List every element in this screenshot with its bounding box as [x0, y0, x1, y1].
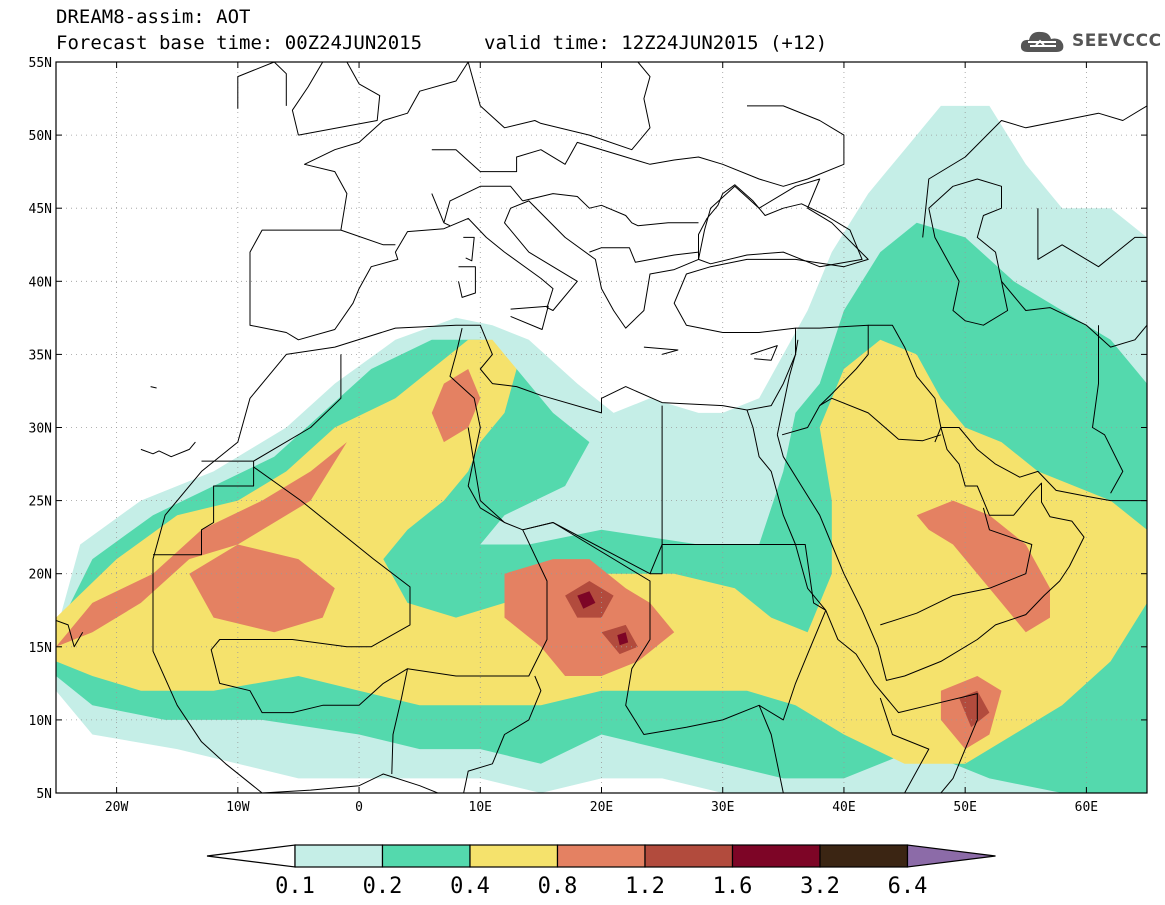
- boundary-europe-borders-3: [431, 105, 845, 187]
- colorbar-bin: [381, 844, 471, 868]
- lon-tick-label: 60E: [1075, 800, 1098, 815]
- boundary-canary: [140, 441, 196, 458]
- coastlines-borders: [56, 62, 1147, 793]
- boundary-cyprus: [750, 345, 778, 361]
- boundary-crete: [643, 346, 679, 355]
- boundary-cape-verde: [56, 620, 84, 648]
- lat-tick-label: 20N: [29, 568, 52, 583]
- boundary-arabia-coast: [776, 427, 1147, 681]
- colorbar-bin: [819, 844, 909, 868]
- boundary-saudi-south: [880, 507, 1033, 626]
- region-aot-1.2-c: [959, 690, 990, 728]
- boundary-gulf-of-guinea: [262, 773, 440, 793]
- boundary-balkan-borders: [522, 193, 699, 227]
- boundary-britain: [298, 62, 381, 136]
- boundary-sahara-borders: [253, 354, 342, 462]
- colorbar-label: 3.2: [800, 874, 840, 899]
- logo-text: SEEVCCC: [1072, 31, 1162, 51]
- colorbar-label: 0.1: [275, 874, 315, 899]
- map-area[interactable]: [56, 62, 1147, 808]
- valid-time: valid time: 12Z24JUN2015 (+12): [484, 32, 828, 54]
- colorbar-bin: [294, 844, 384, 868]
- lat-tick-label: 40N: [29, 275, 52, 290]
- lon-axis: 20W 10W 0 10E 20E 30E 40E 50E 60E: [105, 62, 1098, 815]
- colorbar-label: 0.2: [363, 874, 403, 899]
- lon-tick-label: 10W: [226, 800, 250, 815]
- boundary-uzbek: [1037, 208, 1147, 268]
- colorbar-label: 0.8: [538, 874, 578, 899]
- boundary-balkan-borders-2: [589, 247, 699, 263]
- boundary-madeira: [150, 386, 157, 389]
- region-aot-1.6-b: [617, 632, 629, 646]
- colorbar-label: 1.6: [713, 874, 753, 899]
- region-aot-0.4: [56, 339, 1147, 764]
- colorbar-bin: [644, 844, 734, 868]
- lat-tick-label: 10N: [29, 714, 52, 729]
- boundary-libya-border: [467, 405, 663, 575]
- logo: SEEVCCC: [1018, 26, 1162, 56]
- boundary-country-borders: [153, 460, 255, 556]
- lat-tick-label: 5N: [36, 787, 52, 802]
- boundary-iran-east: [1092, 325, 1124, 494]
- lat-tick-label: 50N: [29, 129, 52, 144]
- colorbar-under-arrow: [206, 844, 296, 868]
- colorbar-bin: [469, 844, 559, 868]
- lat-tick-label: 15N: [29, 641, 52, 656]
- boundary-sicily: [510, 305, 549, 330]
- colorbar-bin: [556, 844, 646, 868]
- boundary-turkmen: [1001, 280, 1147, 348]
- region-aot-1.6: [577, 591, 596, 609]
- boundary-ethiopia-somalia: [783, 697, 930, 793]
- base-time: Forecast base time: 00Z24JUN2015: [56, 32, 423, 54]
- boundary-kazakh: [922, 105, 1147, 238]
- lat-tick-label: 45N: [29, 202, 52, 217]
- lon-tick-label: 20W: [105, 800, 129, 815]
- boundary-nigeria-border: [391, 668, 408, 775]
- colorbar-over-arrow: [906, 844, 996, 868]
- boundary-sardinia: [458, 266, 476, 298]
- boundary-cameroon: [463, 675, 542, 793]
- boundary-levant-coast: [776, 339, 799, 435]
- cloud-icon: [1020, 31, 1064, 52]
- boundary-saudi-borders: [781, 397, 942, 442]
- colorbar-bin: [731, 844, 821, 868]
- boundary-chad-sudan: [650, 544, 663, 575]
- lon-tick-label: 40E: [832, 800, 855, 815]
- boundary-corsica: [463, 236, 475, 262]
- boundary-ireland: [237, 62, 287, 109]
- boundary-black-sea: [698, 184, 863, 268]
- map-title: DREAM8-assim: AOT: [56, 6, 251, 28]
- aot-fields: [56, 105, 1147, 793]
- boundary-algeria-tunisia: [449, 327, 505, 523]
- boundary-africa-east-coast: [152, 558, 263, 793]
- region-aot-0.8-d: [916, 500, 1050, 633]
- lon-tick-label: 10E: [469, 800, 492, 815]
- boundary-britain-w: [291, 62, 324, 136]
- boundary-europe-borders-1: [340, 229, 396, 246]
- lat-tick-label: 25N: [29, 495, 52, 510]
- lat-tick-label: 55N: [29, 56, 52, 71]
- boundary-ethiopia: [758, 610, 827, 721]
- colorbar-label: 6.4: [888, 874, 928, 899]
- region-aot-0.8-c: [431, 369, 481, 443]
- colorbar: 0.1 0.2 0.4 0.8 1.2 1.6 3.2 6.4: [206, 844, 996, 899]
- colorbar-label: 0.4: [450, 874, 490, 899]
- lon-tick-label: 0: [355, 800, 363, 815]
- lat-tick-label: 30N: [29, 422, 52, 437]
- lat-axis: 55N 50N 45N 40N 35N 30N 25N 20N 15N 10N 5N: [29, 56, 1147, 802]
- lon-tick-label: 50E: [953, 800, 976, 815]
- lon-tick-label: 30E: [711, 800, 734, 815]
- boundary-red-sea-west: [746, 409, 978, 793]
- lon-tick-label: 20E: [590, 800, 613, 815]
- boundary-europe-borders-4: [467, 62, 651, 151]
- boundary-egypt-sudan: [662, 544, 827, 611]
- boundary-iraq-iran: [868, 324, 942, 443]
- lat-tick-label: 35N: [29, 348, 52, 363]
- boundary-syria-iraq: [795, 324, 869, 406]
- boundary-italy: [443, 185, 524, 223]
- boundary-west-africa-coast: [152, 62, 869, 560]
- colorbar-label: 1.2: [625, 874, 665, 899]
